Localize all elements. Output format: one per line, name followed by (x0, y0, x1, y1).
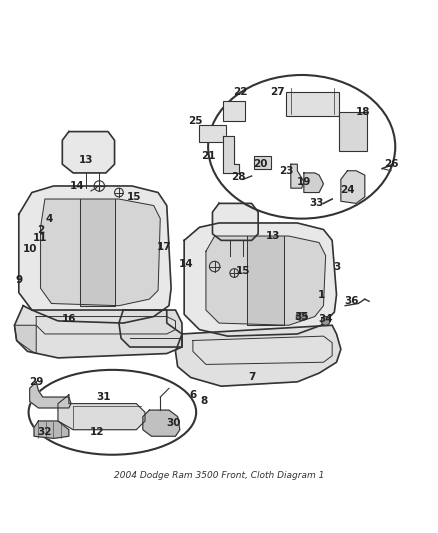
FancyBboxPatch shape (339, 112, 367, 151)
Text: 9: 9 (15, 274, 22, 285)
Text: 33: 33 (310, 198, 324, 208)
FancyBboxPatch shape (223, 101, 245, 120)
Text: 23: 23 (279, 166, 294, 176)
FancyBboxPatch shape (254, 156, 271, 168)
Polygon shape (304, 173, 323, 192)
Polygon shape (206, 236, 325, 325)
Polygon shape (41, 199, 160, 305)
Text: 14: 14 (179, 260, 194, 269)
Polygon shape (58, 395, 145, 430)
Text: 27: 27 (270, 87, 285, 98)
Text: 30: 30 (166, 418, 180, 428)
Text: 12: 12 (90, 427, 104, 437)
Text: 29: 29 (29, 377, 43, 387)
Polygon shape (143, 410, 180, 436)
Text: 4: 4 (46, 214, 53, 224)
Text: 2004 Dodge Ram 3500 Front, Cloth Diagram 1: 2004 Dodge Ram 3500 Front, Cloth Diagram… (114, 471, 324, 480)
Text: 11: 11 (33, 233, 48, 243)
Text: 18: 18 (355, 107, 370, 117)
Polygon shape (19, 186, 171, 323)
Polygon shape (62, 132, 115, 173)
FancyBboxPatch shape (286, 92, 339, 116)
FancyBboxPatch shape (199, 125, 226, 142)
Text: 13: 13 (266, 231, 281, 241)
Text: 2: 2 (37, 224, 44, 235)
Text: 15: 15 (236, 266, 250, 276)
Text: 21: 21 (201, 150, 215, 160)
Text: 15: 15 (127, 192, 141, 202)
Text: 13: 13 (79, 155, 93, 165)
Text: 6: 6 (189, 390, 197, 400)
Text: 25: 25 (188, 116, 202, 126)
Polygon shape (30, 382, 71, 408)
Text: 34: 34 (318, 314, 333, 324)
Polygon shape (184, 223, 336, 336)
Text: 3: 3 (333, 262, 340, 271)
Text: 32: 32 (38, 427, 52, 437)
Text: 22: 22 (233, 87, 248, 98)
Polygon shape (176, 325, 341, 386)
Text: 1: 1 (318, 290, 325, 300)
Polygon shape (341, 171, 365, 204)
Text: 24: 24 (340, 185, 355, 195)
Text: 16: 16 (62, 314, 76, 324)
Polygon shape (14, 305, 182, 358)
Circle shape (321, 317, 330, 325)
Text: 8: 8 (200, 397, 207, 407)
Polygon shape (291, 164, 304, 188)
Text: 7: 7 (248, 373, 255, 383)
Polygon shape (80, 199, 115, 305)
Text: 17: 17 (157, 242, 172, 252)
Text: 19: 19 (297, 176, 311, 187)
Text: 20: 20 (253, 159, 268, 169)
Text: 14: 14 (70, 181, 85, 191)
Text: 26: 26 (384, 159, 398, 169)
Ellipse shape (296, 313, 307, 320)
Text: 35: 35 (294, 312, 309, 321)
Text: 36: 36 (345, 296, 359, 306)
Polygon shape (119, 310, 182, 347)
Text: 10: 10 (22, 244, 37, 254)
Polygon shape (223, 136, 239, 173)
Text: 31: 31 (96, 392, 111, 402)
Polygon shape (212, 204, 258, 240)
Text: 28: 28 (231, 172, 246, 182)
Polygon shape (14, 325, 36, 353)
Polygon shape (34, 421, 69, 439)
Polygon shape (247, 236, 284, 325)
